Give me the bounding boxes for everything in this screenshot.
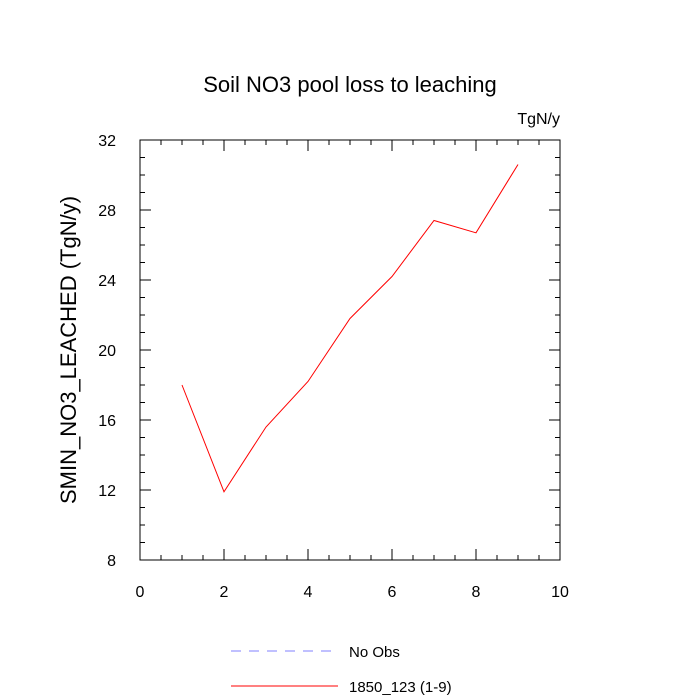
y-tick-label: 12	[98, 483, 116, 500]
axis-ticks	[139, 139, 561, 561]
y-tick-label: 16	[98, 413, 116, 430]
y-tick-label: 24	[98, 273, 116, 290]
x-tick-label: 8	[472, 584, 481, 601]
x-tick-label: 0	[136, 584, 145, 601]
legend-label: 1850_123 (1-9)	[349, 679, 452, 696]
series-line	[181, 164, 519, 493]
y-tick-label: 32	[98, 133, 116, 150]
y-tick-label: 28	[98, 203, 116, 220]
y-axis-label: SMIN_NO3_LEACHED (TgN/y)	[56, 196, 81, 504]
x-tick-label: 6	[388, 584, 397, 601]
x-tick-label: 10	[551, 584, 569, 601]
legend: No Obs 1850_123 (1-9)	[231, 644, 452, 696]
series-layer	[181, 164, 519, 493]
x-tick-label: 2	[220, 584, 229, 601]
legend-label: No Obs	[349, 644, 400, 661]
x-tick-label: 4	[304, 584, 313, 601]
y-tick-label: 20	[98, 343, 116, 360]
units-label: TgN/y	[517, 111, 560, 128]
chart-title: Soil NO3 pool loss to leaching	[203, 72, 497, 97]
plot-frame	[139, 139, 561, 561]
y-tick-label: 8	[107, 553, 116, 570]
